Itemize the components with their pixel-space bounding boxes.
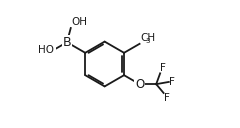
Text: 3: 3 (145, 38, 150, 44)
Text: O: O (135, 78, 144, 91)
Text: CH: CH (140, 33, 155, 42)
Text: B: B (63, 36, 71, 49)
Text: F: F (160, 63, 166, 73)
Text: OH: OH (72, 17, 87, 27)
Text: HO: HO (38, 45, 54, 55)
Text: F: F (169, 77, 175, 87)
Text: F: F (164, 93, 170, 104)
